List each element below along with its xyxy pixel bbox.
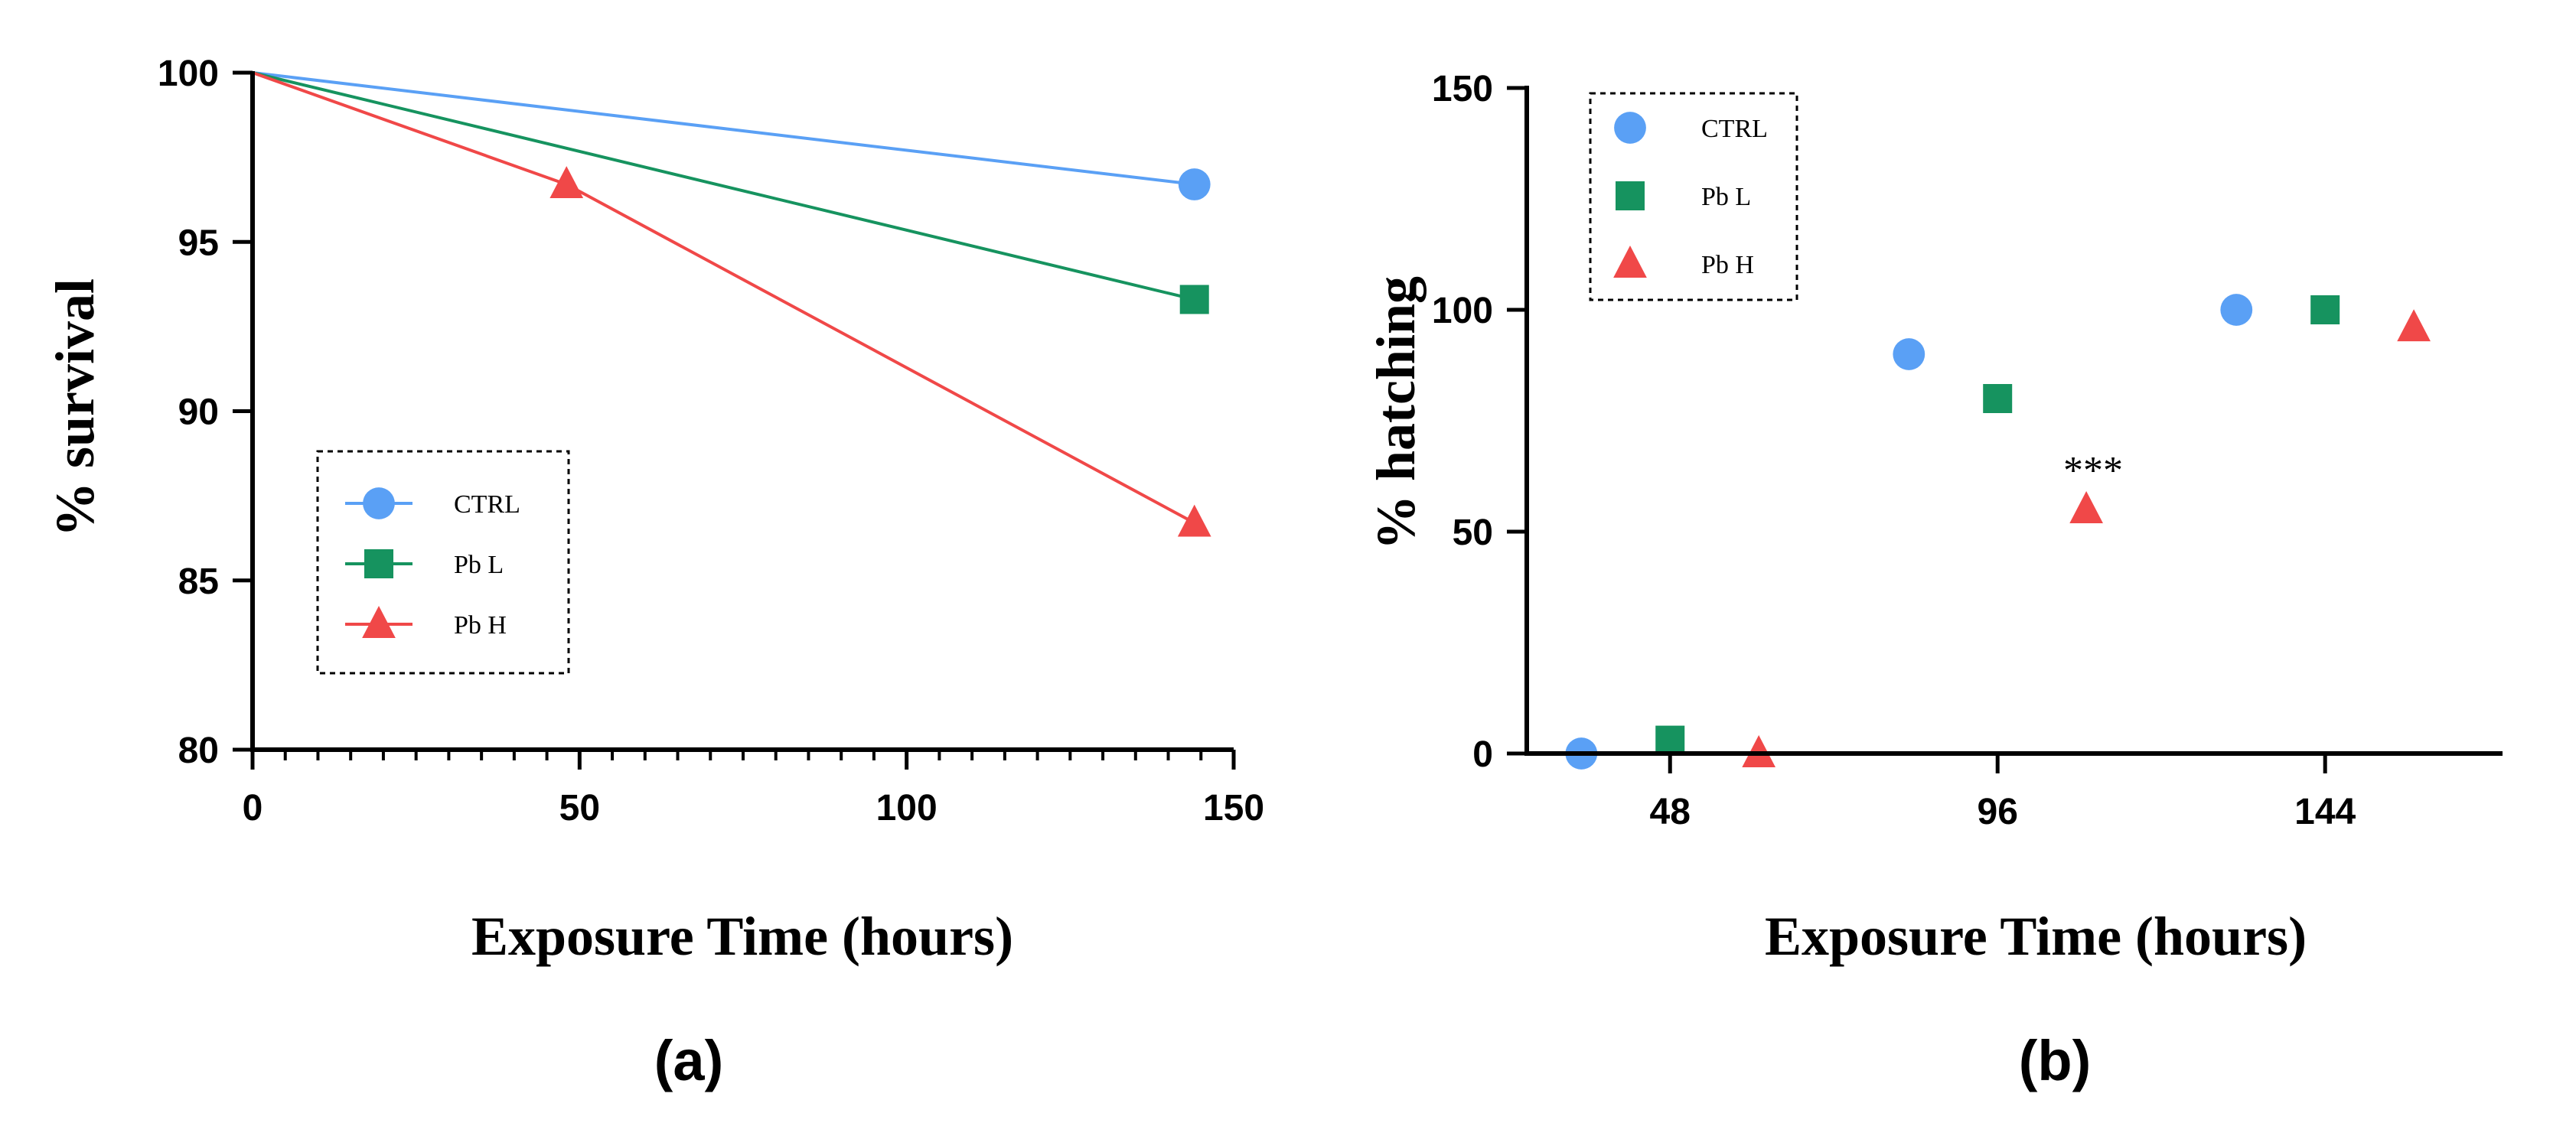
y-tick-label: 100: [158, 54, 219, 94]
data-point-pb-l: [1655, 725, 1685, 755]
legend-a: CTRL Pb L Pb H: [316, 450, 570, 675]
x-tick-label: 100: [876, 788, 937, 828]
y-tick-label: 0: [1472, 734, 1493, 775]
series-line-pb-h: [252, 71, 1195, 525]
x-minor-ticks-a: [250, 750, 1236, 770]
legend-label-ctrl: CTRL: [1701, 115, 1768, 143]
data-point-pb-h: [549, 166, 584, 198]
legend-marker-pb-l: [1616, 181, 1645, 210]
legend-label-pb-l: Pb L: [454, 551, 504, 579]
series-line-pb-l: [252, 71, 1195, 301]
legend-marker-pb-h: [1613, 246, 1647, 278]
data-point-pb-h: [2069, 491, 2103, 523]
y-tick-label: 100: [1432, 291, 1493, 331]
legend-label-ctrl: CTRL: [454, 490, 520, 519]
x-axis-title-a: Exposure Time (hours): [471, 906, 1013, 967]
data-point-pb-l: [1983, 384, 2013, 413]
panel-a: 0 50 100 150 80 85 90 95 100 Exposure Time (hour…: [44, 54, 1264, 1092]
axes-b: [1507, 86, 2503, 773]
y-axis-title-a: % survival: [44, 278, 106, 537]
series-lines-a: [252, 71, 1195, 525]
legend-b: CTRL Pb L Pb H: [1589, 92, 1798, 301]
y-axis-title-b: % hatching: [1365, 276, 1427, 550]
legend-frame: [1589, 92, 1798, 301]
series-line-ctrl: [252, 71, 1195, 187]
x-tick-label: 0: [243, 788, 263, 828]
x-tick-label: 150: [1203, 788, 1264, 828]
tick-labels-b: 48 96 144 0 50 100 150: [1432, 69, 2356, 832]
legend-marker-ctrl: [1614, 112, 1646, 144]
panel-label-a: (a): [654, 1029, 723, 1092]
data-point-ctrl: [2220, 294, 2253, 326]
x-tick-label: 144: [2294, 792, 2356, 832]
y-tick-label: 80: [178, 731, 219, 771]
data-point-pb-h: [2397, 309, 2431, 342]
x-tick-label: 48: [1650, 792, 1691, 832]
significance-annotation: ***: [2063, 449, 2123, 493]
tick-labels-a: 0 50 100 150 80 85 90 95 100: [158, 54, 1264, 828]
legend-marker-pb-h: [362, 606, 396, 638]
data-point-pb-l: [2310, 295, 2340, 324]
legend-label-pb-h: Pb H: [1701, 251, 1754, 279]
y-tick-label: 150: [1432, 69, 1493, 109]
data-point-ctrl: [1893, 338, 1925, 370]
data-point-pb-h: [1177, 504, 1211, 537]
data-point-pb-l: [1179, 285, 1209, 314]
legend-label-pb-l: Pb L: [1701, 183, 1751, 211]
y-tick-label: 85: [178, 561, 219, 602]
data-point-ctrl: [1178, 168, 1211, 200]
series-markers-a: [549, 166, 1211, 537]
x-tick-label: 50: [559, 788, 600, 828]
legend-marker-pb-l: [364, 549, 393, 578]
y-tick-label: 50: [1453, 513, 1493, 553]
legend-frame: [316, 450, 570, 675]
legend-label-pb-h: Pb H: [454, 611, 507, 640]
x-axis-title-b: Exposure Time (hours): [1765, 906, 2307, 967]
y-tick-label: 95: [178, 223, 219, 263]
y-tick-label: 90: [178, 392, 219, 433]
panel-label-b: (b): [2019, 1029, 2092, 1092]
x-tick-label: 96: [1978, 792, 2018, 832]
series-markers-b: [1565, 294, 2431, 770]
axes-a: [233, 70, 1234, 752]
legend-marker-ctrl: [363, 487, 395, 519]
panel-b: 48 96 144 0 50 100 150 *** Exposure Time (hour…: [1365, 69, 2503, 1092]
